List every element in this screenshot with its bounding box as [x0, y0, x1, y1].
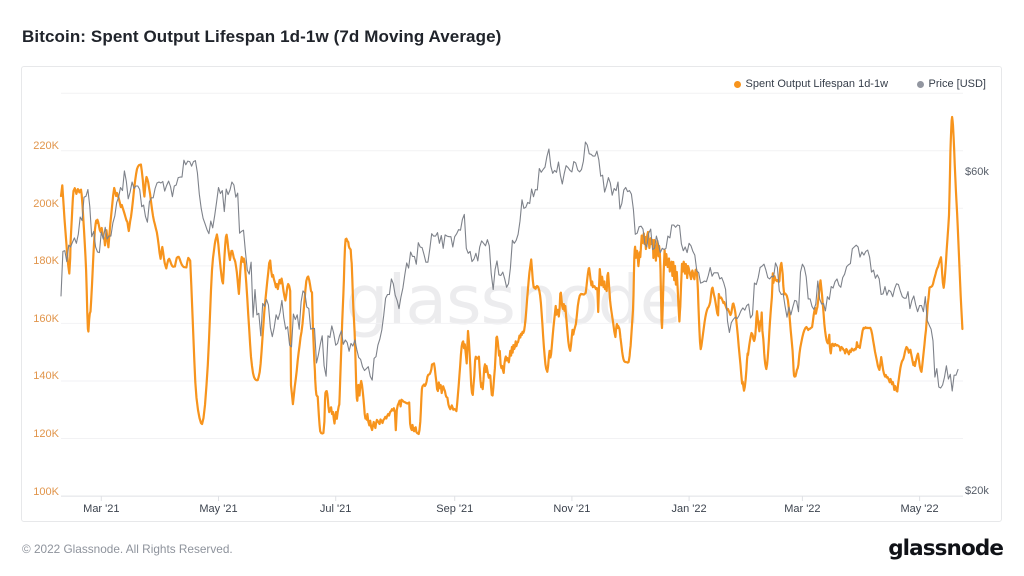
- glassnode-logo: glassnode: [888, 536, 1004, 561]
- footer-copyright: © 2022 Glassnode. All Rights Reserved.: [22, 542, 233, 556]
- page-title: Bitcoin: Spent Output Lifespan 1d-1w (7d…: [22, 27, 502, 46]
- y-left-label-200K: 200K: [33, 197, 59, 210]
- legend-label: Price [USD]: [928, 78, 986, 90]
- metric-legend-dot-icon: [734, 80, 742, 88]
- y-left-label-140K: 140K: [33, 370, 59, 383]
- x-label-May22: May '22: [900, 503, 939, 515]
- y-left-label-220K: 220K: [33, 140, 59, 153]
- legend-item-metric[interactable]: Spent Output Lifespan 1d-1w: [734, 78, 888, 90]
- chart-legend: Spent Output Lifespan 1d-1w Price [USD]: [734, 77, 986, 91]
- y-right-label-20k: $20k: [965, 485, 989, 498]
- x-label-Mar22: Mar '22: [784, 503, 821, 515]
- y-right-label-60k: $60k: [965, 165, 989, 178]
- y-left-label-120K: 120K: [33, 427, 59, 440]
- x-label-Jul21: Jul '21: [319, 503, 352, 515]
- legend-label: Spent Output Lifespan 1d-1w: [745, 78, 889, 90]
- legend-item-price[interactable]: Price [USD]: [917, 78, 986, 90]
- x-label-Jan22: Jan '22: [671, 503, 707, 515]
- watermark-logo-text: glassnode: [345, 261, 681, 341]
- y-left-label-100K: 100K: [33, 485, 59, 498]
- y-left-label-180K: 180K: [33, 255, 59, 268]
- y-left-label-160K: 160K: [33, 312, 59, 325]
- x-label-Mar21: Mar '21: [83, 503, 120, 515]
- series-line-metric[interactable]: [59, 115, 964, 436]
- series-line-price[interactable]: [60, 141, 959, 392]
- x-label-May21: May '21: [199, 503, 238, 515]
- x-label-Nov21: Nov '21: [553, 503, 591, 515]
- chart-card: [21, 66, 1002, 522]
- price-legend-dot-icon: [917, 80, 925, 88]
- x-label-Sep21: Sep '21: [436, 503, 474, 515]
